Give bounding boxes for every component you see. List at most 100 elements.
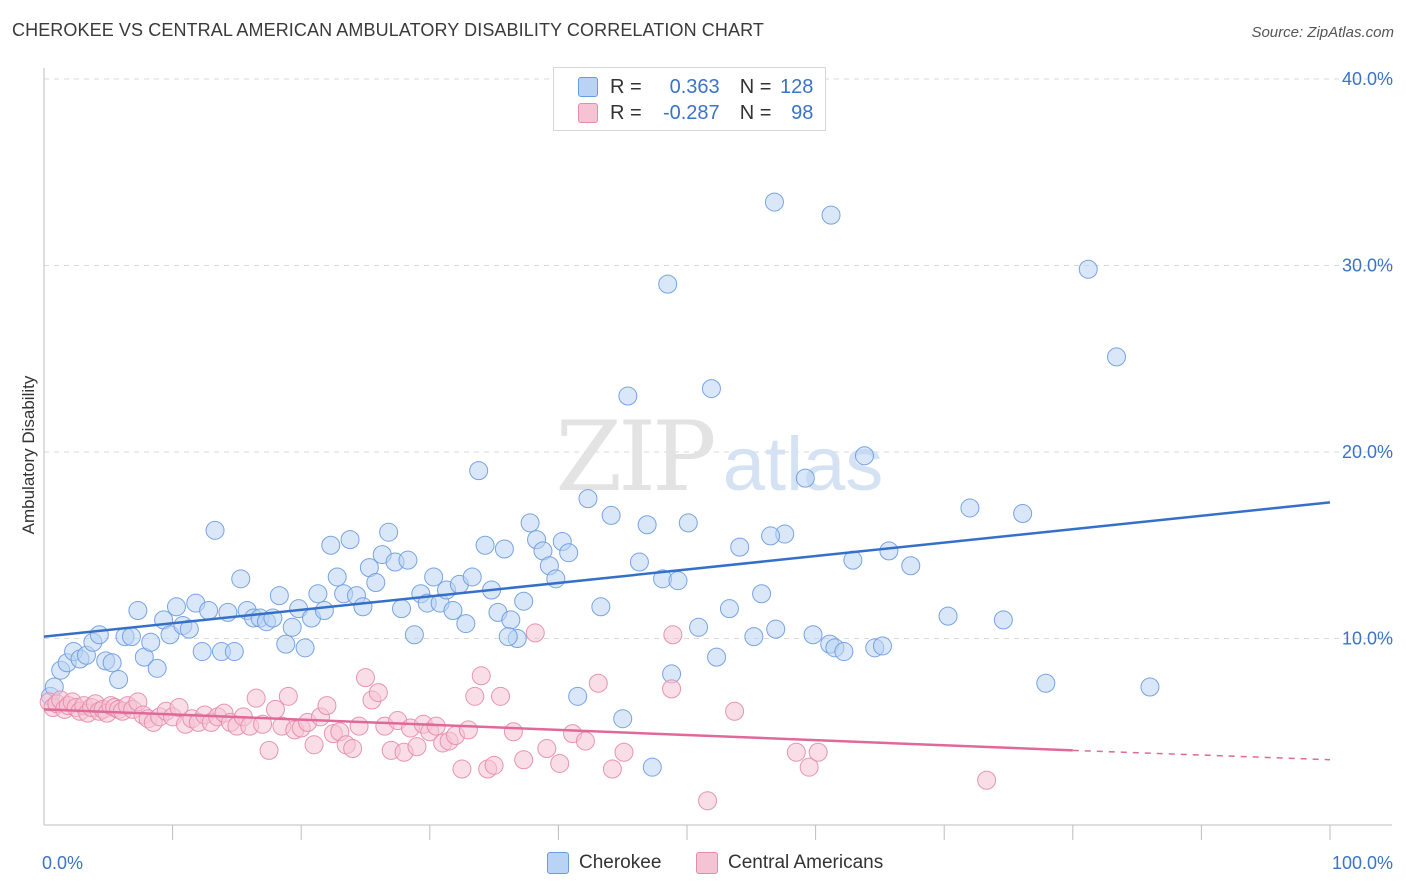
data-point <box>803 625 823 645</box>
bottom-legend-label-central-americans: Central Americans <box>728 852 884 873</box>
data-point <box>128 601 148 621</box>
data-point <box>269 586 289 606</box>
data-point <box>960 498 980 518</box>
data-point <box>102 653 122 673</box>
y-tick-label: 40.0% <box>1342 69 1393 89</box>
data-point <box>678 513 698 533</box>
data-point <box>637 515 657 535</box>
data-point <box>475 535 495 555</box>
data-point <box>786 742 806 762</box>
data-point <box>392 599 412 619</box>
data-point <box>398 550 418 570</box>
data-point <box>308 584 328 604</box>
x-tick-labels: 0.0% 100.0% <box>42 853 1393 873</box>
data-point <box>471 666 491 686</box>
data-point <box>465 686 485 706</box>
data-point <box>278 686 298 706</box>
data-point <box>458 720 478 740</box>
data-point <box>1107 347 1127 367</box>
data-point <box>199 601 219 621</box>
bottom-legend-cherokee: Cherokee <box>547 852 661 874</box>
data-point <box>766 619 786 639</box>
data-point <box>752 584 772 604</box>
y-tick-label: 30.0% <box>1342 256 1393 276</box>
data-point <box>1140 677 1160 697</box>
data-point <box>253 714 273 734</box>
data-point <box>356 668 375 688</box>
data-point <box>550 753 570 773</box>
data-point <box>166 597 186 617</box>
data-point <box>89 625 109 645</box>
data-point <box>503 722 523 742</box>
data-point <box>629 552 649 572</box>
data-point <box>537 739 557 759</box>
data-point <box>730 537 750 557</box>
data-point <box>701 379 721 399</box>
data-point <box>147 658 167 678</box>
watermark-atlas: atlas <box>723 422 884 507</box>
data-point <box>668 571 688 591</box>
data-point <box>160 625 180 645</box>
data-point <box>872 636 892 656</box>
data-point <box>321 535 341 555</box>
data-point <box>192 642 212 662</box>
data-point <box>614 742 634 762</box>
data-point <box>689 617 709 637</box>
bottom-legend-central-americans: Central Americans <box>696 852 883 874</box>
data-point <box>452 759 472 779</box>
data-point <box>224 642 244 662</box>
data-point <box>379 522 399 542</box>
data-point <box>546 569 566 589</box>
trend-line-extension <box>1072 749 1331 761</box>
trend-lines <box>43 501 1331 761</box>
chart-title: CHEROKEE VS CENTRAL AMERICAN AMBULATORY … <box>12 20 764 40</box>
data-point <box>795 468 815 488</box>
data-point <box>462 567 482 587</box>
legend-row-cherokee: R = 0.363 N = 128 <box>578 75 813 99</box>
data-point <box>764 192 784 212</box>
data-point <box>744 627 764 647</box>
data-point <box>725 701 745 721</box>
data-point <box>663 625 683 645</box>
source-credit: Source: ZipAtlas.com <box>1251 24 1394 41</box>
data-point <box>246 688 266 708</box>
data-point <box>514 591 534 611</box>
data-point <box>821 205 841 225</box>
data-point <box>317 696 337 716</box>
data-point <box>879 541 899 561</box>
data-point <box>231 569 251 589</box>
data-point <box>259 740 279 760</box>
data-point <box>658 274 678 294</box>
data-point <box>591 597 611 617</box>
data-point <box>205 520 225 540</box>
legend-n-value: 98 <box>791 101 814 124</box>
legend-r-value: -0.287 <box>662 101 720 124</box>
bottom-legend-swatch-central-americans <box>696 852 718 874</box>
data-point <box>601 505 621 525</box>
data-point <box>799 757 819 777</box>
data-point <box>121 627 141 647</box>
data-point <box>719 599 739 619</box>
trend-line-central-americans <box>43 708 1073 752</box>
data-point <box>404 625 424 645</box>
data-point <box>169 698 189 718</box>
data-point <box>613 709 633 729</box>
y-tick-label: 10.0% <box>1342 629 1393 649</box>
legend-r-value: 0.363 <box>669 75 720 98</box>
data-point <box>977 770 997 790</box>
data-point <box>353 597 373 617</box>
legend-r-label: R = <box>610 75 642 98</box>
data-point <box>109 670 129 690</box>
legend-swatch-central-americans <box>578 103 598 123</box>
data-point <box>575 731 595 751</box>
trend-line-cherokee <box>43 501 1331 638</box>
data-point <box>484 755 504 775</box>
data-point <box>642 757 662 777</box>
grid-lines <box>44 78 1392 639</box>
x-tick-label: 0.0% <box>42 853 83 873</box>
data-point <box>456 614 476 634</box>
data-point <box>1013 504 1033 524</box>
bottom-legend-swatch-cherokee <box>547 852 569 874</box>
data-point <box>349 716 369 736</box>
data-point <box>141 632 161 652</box>
